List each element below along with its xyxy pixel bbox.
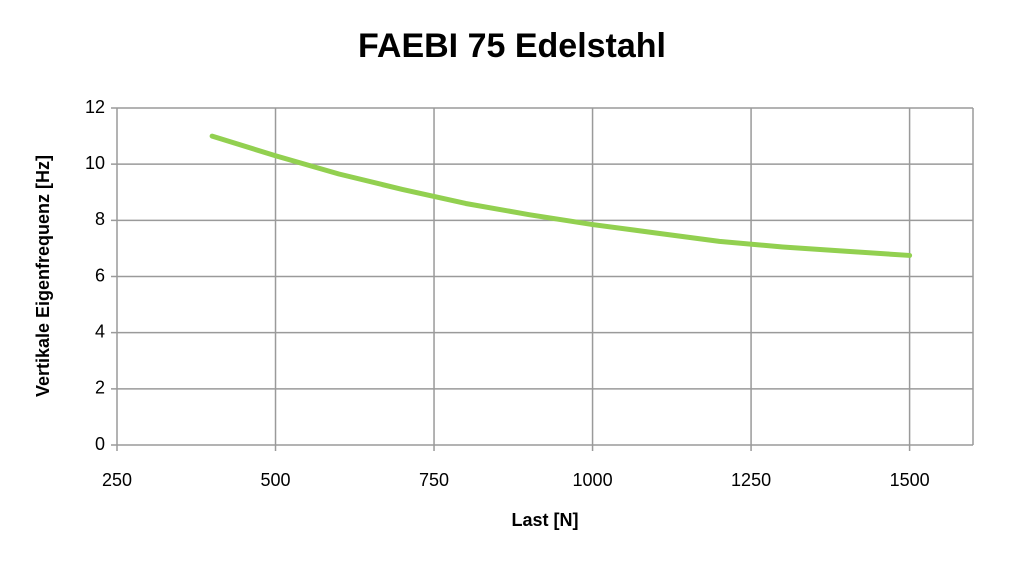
x-tick-label: 1250 — [731, 470, 771, 490]
y-axis-label: Vertikale Eigenfrequenz [Hz] — [33, 155, 53, 397]
y-tick-label: 6 — [95, 265, 105, 285]
chart-title: FAEBI 75 Edelstahl — [358, 27, 666, 65]
x-tick-label: 1500 — [890, 470, 930, 490]
y-tick-label: 2 — [95, 378, 105, 398]
y-tick-label: 12 — [85, 97, 105, 117]
x-tick-label: 500 — [260, 470, 290, 490]
x-tick-label: 250 — [102, 470, 132, 490]
y-tick-label: 4 — [95, 321, 105, 341]
data-line — [209, 133, 913, 258]
y-tick-label: 0 — [95, 434, 105, 454]
x-tick-label: 750 — [419, 470, 449, 490]
x-tick-label: 1000 — [573, 470, 613, 490]
y-tick-label: 8 — [95, 209, 105, 229]
y-tick-label: 10 — [85, 153, 105, 173]
x-axis-label: Last [N] — [512, 510, 579, 530]
